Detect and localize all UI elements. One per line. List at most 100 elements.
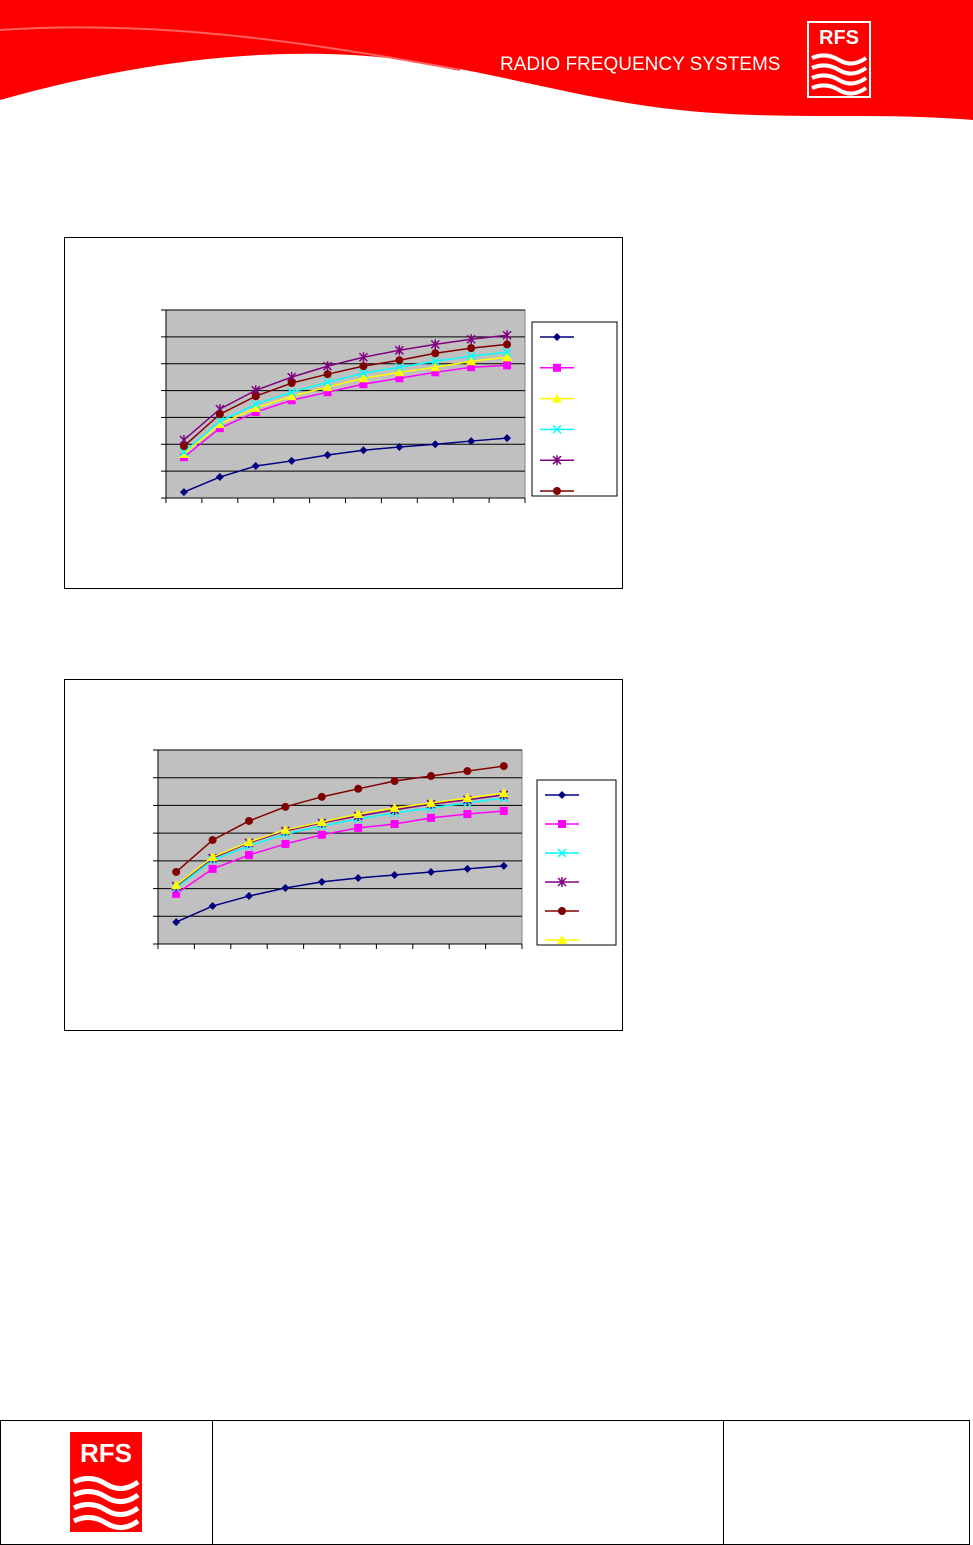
series-line: [175, 765, 504, 873]
marker: [430, 362, 441, 372]
marker: [323, 361, 333, 372]
marker: [503, 434, 512, 443]
marker: [179, 442, 188, 451]
marker: [389, 802, 400, 812]
marker: [245, 892, 253, 901]
marker: [316, 817, 327, 827]
marker: [245, 816, 253, 825]
marker: [499, 762, 508, 771]
marker: [502, 352, 513, 362]
marker: [467, 363, 476, 372]
logo-text: RFS: [80, 1438, 132, 1468]
marker: [499, 806, 508, 815]
marker: [395, 374, 404, 383]
marker: [395, 356, 404, 365]
marker: [394, 345, 404, 356]
marker: [207, 851, 218, 861]
marker: [431, 368, 440, 377]
footer-logo: RFS: [70, 1432, 142, 1532]
marker: [498, 787, 509, 797]
marker: [358, 352, 368, 363]
marker: [467, 344, 476, 353]
marker: [322, 382, 333, 392]
marker: [179, 488, 188, 497]
marker: [317, 830, 326, 839]
marker: [394, 362, 404, 372]
marker: [394, 367, 405, 377]
marker: [467, 437, 476, 446]
marker: [463, 767, 472, 776]
marker: [323, 388, 332, 397]
footer-border: [0, 1420, 970, 1545]
plot-area: [157, 749, 523, 945]
series-line: [183, 351, 508, 453]
series-line: [183, 437, 508, 493]
marker: [286, 391, 297, 401]
marker: [558, 820, 566, 828]
marker: [359, 446, 368, 455]
series-line: [183, 334, 508, 441]
marker: [251, 399, 261, 409]
marker: [463, 864, 472, 873]
marker: [250, 403, 261, 413]
marker: [281, 802, 290, 811]
marker: [503, 340, 512, 349]
marker: [281, 884, 290, 893]
marker: [462, 792, 473, 802]
marker: [287, 387, 297, 397]
marker: [552, 455, 562, 466]
marker: [558, 791, 566, 799]
header-logo: RFS: [807, 21, 871, 98]
legend: [531, 321, 618, 497]
marker: [251, 392, 260, 401]
marker: [323, 377, 333, 387]
marker: [431, 440, 440, 449]
marker: [557, 848, 567, 858]
logo-text: RFS: [819, 27, 859, 49]
marker: [317, 792, 326, 801]
series-line: [175, 810, 504, 895]
marker: [427, 867, 435, 876]
series-line: [183, 364, 508, 458]
series-line: [183, 356, 508, 455]
marker: [208, 902, 217, 911]
marker: [359, 380, 368, 389]
marker: [466, 356, 477, 366]
logo-waves: [811, 53, 868, 96]
header-wave: [0, 0, 973, 120]
logo-waves: [72, 1476, 140, 1530]
marker: [172, 918, 181, 927]
marker: [215, 416, 225, 426]
marker: [287, 396, 296, 405]
marker: [323, 370, 332, 379]
marker: [354, 874, 363, 883]
marker: [552, 424, 562, 434]
series-line: [183, 343, 508, 447]
marker: [245, 851, 253, 860]
marker: [430, 339, 440, 350]
marker: [466, 334, 476, 345]
marker: [395, 442, 404, 451]
marker: [553, 487, 561, 495]
plot-area: [165, 309, 526, 499]
marker: [317, 877, 326, 886]
marker: [354, 823, 363, 832]
marker: [172, 867, 181, 876]
marker: [208, 864, 217, 873]
marker: [281, 839, 290, 848]
marker: [426, 797, 436, 807]
marker: [463, 810, 472, 819]
marker: [280, 824, 291, 834]
marker: [353, 809, 364, 819]
company-name: RADIO FREQUENCY SYSTEMS: [500, 54, 780, 75]
footer-table: [0, 1420, 970, 1545]
marker: [323, 451, 332, 460]
marker: [502, 330, 512, 341]
marker: [430, 356, 440, 366]
marker: [358, 373, 369, 383]
marker: [390, 870, 399, 879]
series-line: [175, 792, 504, 886]
marker: [502, 347, 512, 357]
marker: [390, 819, 399, 828]
